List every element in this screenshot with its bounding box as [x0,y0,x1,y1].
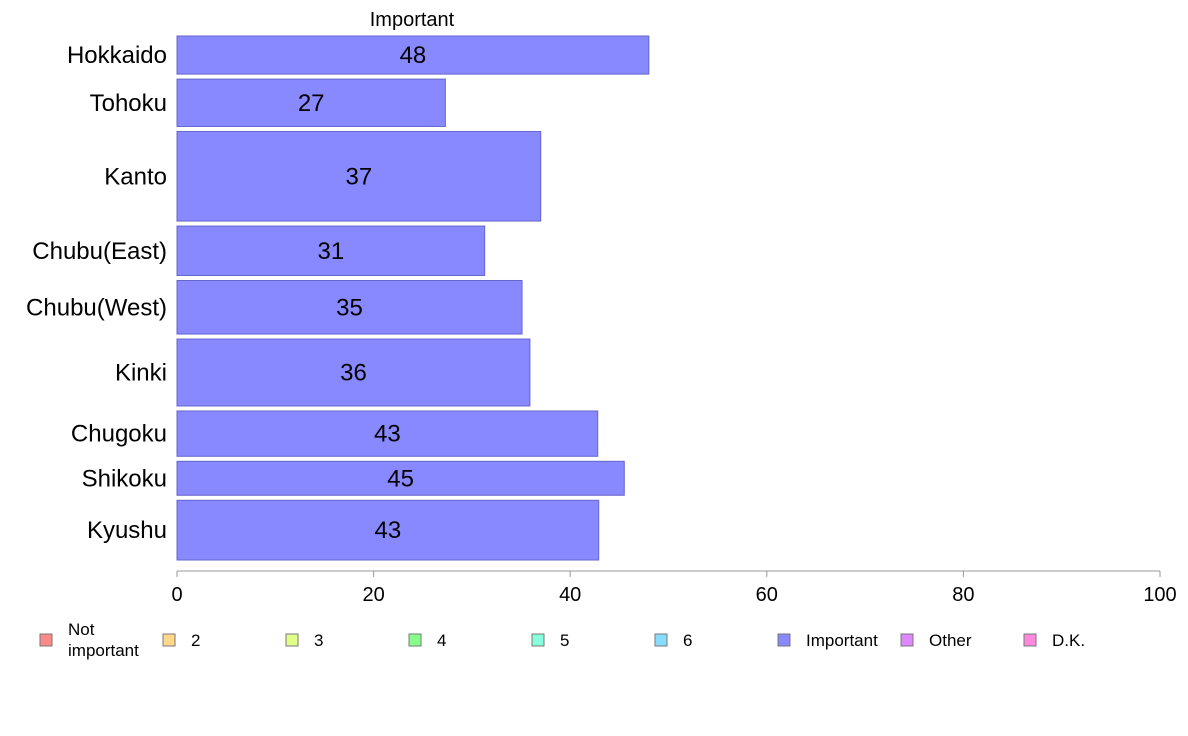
category-label-hokkaido: Hokkaido [67,42,167,69]
bar-value-label-kanto: 37 [346,163,373,190]
legend-swatch [162,633,176,647]
category-label-kyushu: Kyushu [87,517,167,544]
bar-kanto [176,130,542,222]
bar-kyushu [176,499,600,561]
x-tick-label: 60 [756,584,778,606]
bar-value-label-tohoku: 27 [298,90,325,117]
bar-kinki [176,338,531,407]
legend-item-d-k: D.K. [1023,631,1085,650]
bar-value-label-chugoku: 43 [374,421,401,448]
bar-value-label-shikoku: 45 [387,465,414,492]
legend-item-3: 3 [285,631,323,650]
category-label-kanto: Kanto [104,163,167,190]
legend-swatch [1023,633,1037,647]
legend: Not important 2 3 4 5 6 Important Other D.K. [39,620,1085,660]
series-title: Important [370,9,455,31]
category-label-chubu-west: Chubu(West) [26,294,167,321]
legend-swatch [900,633,914,647]
category-labels: Hokkaido Tohoku Kanto Chubu(East) Chubu(West… [26,42,167,544]
category-label-chugoku: Chugoku [71,421,167,448]
legend-label: 5 [560,631,569,650]
legend-swatch [39,633,53,647]
legend-item-not-important: Not important [39,620,139,660]
bar-hokkaido [176,35,650,75]
legend-item-5: 5 [531,631,569,650]
legend-swatch [654,633,668,647]
category-label-tohoku: Tohoku [90,90,167,117]
legend-item-other: Other [900,631,972,650]
bar-value-label-chubu-east: 31 [317,238,344,265]
x-tick-label: 0 [171,584,182,606]
legend-label: 6 [683,631,692,650]
legend-item-4: 4 [408,631,446,650]
legend-label: 3 [314,631,323,650]
x-tick-label: 80 [952,584,974,606]
legend-item-important: Important [777,631,878,650]
legend-label: Not important [68,620,139,660]
legend-label: D.K. [1052,631,1085,650]
bar-chubu-east [176,225,486,276]
bar-shikoku [176,460,625,496]
category-label-shikoku: Shikoku [82,465,167,492]
x-tick-label: 100 [1143,584,1176,606]
legend-swatch [777,633,791,647]
bars [176,35,650,561]
x-axis: 0 20 40 60 80 100 [171,570,1177,606]
bar-value-label-hokkaido: 48 [400,42,427,69]
legend-item-2: 2 [162,631,200,650]
legend-label: Other [929,631,972,650]
legend-swatch [285,633,299,647]
legend-label: Important [806,631,878,650]
legend-swatch [531,633,545,647]
legend-label: 2 [191,631,200,650]
legend-label: 4 [437,631,446,650]
bar-chubu-west [176,279,523,335]
bar-value-label-kinki: 36 [340,360,367,387]
x-tick-label: 20 [362,584,384,606]
category-label-chubu-east: Chubu(East) [32,238,167,265]
x-tick-label: 40 [559,584,581,606]
bar-value-labels: 48 27 37 31 35 36 43 45 43 [298,42,426,544]
bar-value-label-kyushu: 43 [374,517,401,544]
bar-value-label-chubu-west: 35 [336,294,363,321]
legend-item-6: 6 [654,631,692,650]
bar-chugoku [176,410,599,457]
legend-swatch [408,633,422,647]
category-label-kinki: Kinki [115,360,167,387]
bar-tohoku [176,78,446,127]
